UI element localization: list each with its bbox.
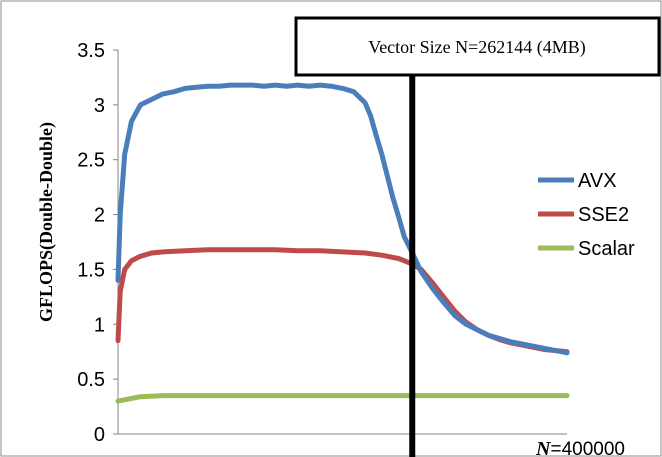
y-tick-label: 3.5 xyxy=(77,40,105,62)
y-tick-label: 3 xyxy=(94,95,105,117)
y-tick-label: 0.5 xyxy=(77,369,105,391)
x-end-variable: N xyxy=(535,438,552,457)
legend-label-sse2: SSE2 xyxy=(578,204,629,226)
y-tick-label: 2.5 xyxy=(77,150,105,172)
y-tick-group: 0 0.5 1 1.5 2 2.5 3 3.5 xyxy=(77,40,118,446)
annotation-group: Vector Size N=262144 (4MB) xyxy=(294,16,661,457)
annotation-label: Vector Size N=262144 (4MB) xyxy=(368,37,586,58)
y-tick-label: 1.5 xyxy=(77,259,105,281)
y-tick-label: 2 xyxy=(94,205,105,227)
series-line-scalar xyxy=(115,393,570,404)
y-tick-label: 0 xyxy=(94,424,105,446)
series-lines xyxy=(115,82,570,404)
x-end-label: N=400000 xyxy=(535,438,625,457)
y-tick-label: 1 xyxy=(94,314,105,336)
x-end-value: =400000 xyxy=(551,439,626,457)
legend: AVX SSE2 Scalar xyxy=(538,170,635,260)
y-axis-label: GFLOPS(Double-Double) xyxy=(36,122,57,322)
series-line-avx xyxy=(115,82,570,356)
legend-label-avx: AVX xyxy=(578,170,617,192)
annotation-box xyxy=(294,16,661,77)
legend-label-scalar: Scalar xyxy=(578,238,635,260)
